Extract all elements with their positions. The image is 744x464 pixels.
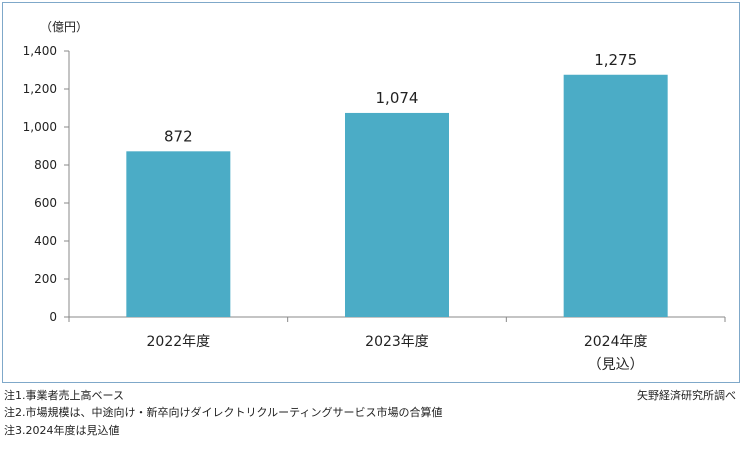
- y-tick-label: 600: [34, 196, 57, 210]
- data-label: 1,275: [594, 51, 637, 69]
- bar-chart: （億円） 0 200 400 600 800 1,000 1,200 1,400 872 2022年…: [23, 20, 726, 373]
- bar: [126, 151, 231, 317]
- y-tick-label: 0: [49, 310, 57, 324]
- note-2: 注2.市場規模は、中途向け・新卒向けダイレクトリクルーティングサービス市場の合算…: [4, 406, 443, 419]
- y-tick-label: 200: [34, 272, 57, 286]
- x-tick-label: 2024年度: [584, 334, 648, 350]
- data-label: 1,074: [376, 89, 419, 107]
- bar: [345, 112, 449, 317]
- chart-frame: （億円） 0 200 400 600 800 1,000 1,200 1,400 872 2022年…: [2, 2, 740, 383]
- x-tick-label: 2023年度: [365, 334, 429, 350]
- note-3: 注3.2024年度は見込値: [4, 424, 120, 437]
- x-tick-sublabel: （見込）: [588, 357, 644, 373]
- data-label: 872: [164, 127, 193, 145]
- y-tick-label: 1,400: [23, 44, 57, 58]
- y-tick-label: 1,000: [23, 120, 57, 134]
- y-tick-label: 400: [34, 234, 57, 248]
- y-tick-label: 800: [34, 158, 57, 172]
- bar: [563, 74, 668, 317]
- note-1: 注1.事業者売上高ベース: [4, 389, 124, 402]
- source-credit: 矢野経済研究所調べ: [637, 389, 736, 402]
- y-axis-unit-label: （億円）: [40, 20, 88, 34]
- y-tick-label: 1,200: [23, 82, 57, 96]
- x-tick-label: 2022年度: [147, 334, 211, 350]
